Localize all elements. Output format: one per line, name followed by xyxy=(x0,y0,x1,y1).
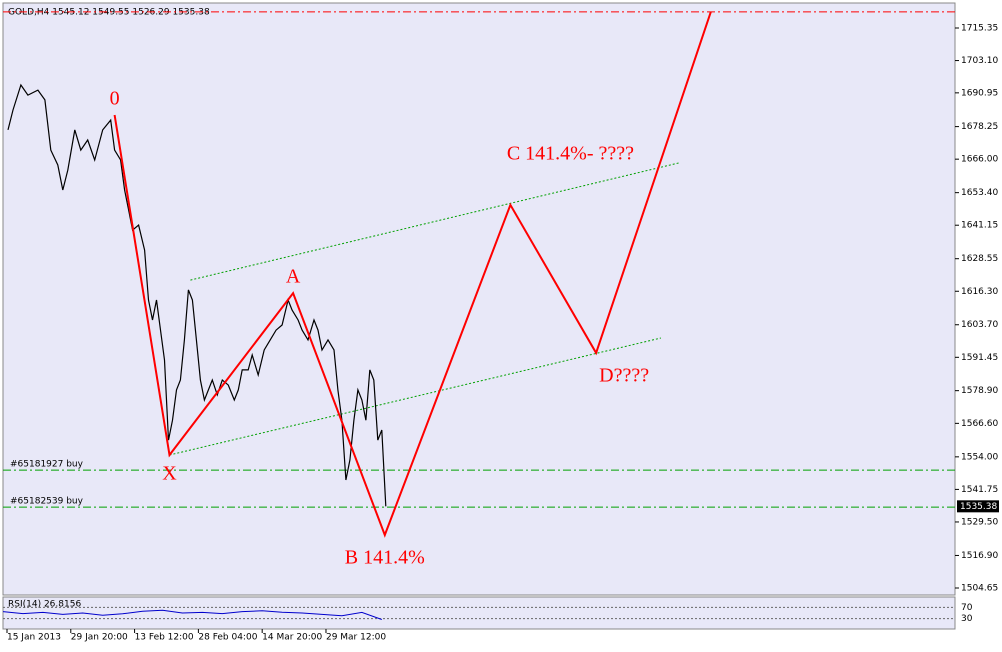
y-tick-label: 1666.00 xyxy=(961,155,998,165)
x-tick-label: 15 Jan 2013 xyxy=(7,633,61,643)
y-tick-label: 1690.95 xyxy=(961,88,998,98)
y-tick-label: 1616.30 xyxy=(961,287,998,297)
plot-area xyxy=(2,2,956,596)
y-tick-label: 1603.70 xyxy=(961,320,998,330)
y-tick-label: 1541.75 xyxy=(961,485,998,495)
wave-label: B 141.4% xyxy=(345,547,425,569)
wave-label: A xyxy=(286,266,301,288)
channel-line xyxy=(169,337,662,456)
order-label: #65182539 buy xyxy=(10,497,84,507)
x-tick-label: 29 Jan 20:00 xyxy=(71,633,128,643)
y-tick-label: 1653.40 xyxy=(961,188,998,198)
x-tick-label: 13 Feb 12:00 xyxy=(135,633,194,643)
y-tick-label: 1504.65 xyxy=(961,584,998,594)
wave-label: X xyxy=(162,463,177,485)
y-tick-label: 1566.60 xyxy=(961,419,998,429)
last-price-box xyxy=(957,500,999,513)
header: GOLD,H4 1545.12 1549.55 1526.29 1535.38 xyxy=(8,8,210,18)
order-label: #65181927 buy xyxy=(10,460,84,470)
rsi-area xyxy=(2,596,956,630)
last-price-label: 1535.38 xyxy=(960,502,997,512)
y-tick-label: 1578.90 xyxy=(961,386,998,396)
price-line xyxy=(7,83,387,507)
x-tick-label: 28 Feb 04:00 xyxy=(198,633,257,643)
y-tick-label: 1529.50 xyxy=(961,517,998,527)
y-tick-label: 1678.25 xyxy=(961,122,998,132)
y-tick-label: 1516.90 xyxy=(961,551,998,561)
rsi-tick-label: 70 xyxy=(961,603,973,613)
rsi-tick-label: 30 xyxy=(961,614,973,624)
y-tick-label: 1628.55 xyxy=(961,254,998,264)
y-tick-label: 1715.35 xyxy=(961,24,998,34)
x-tick-label: 14 Mar 20:00 xyxy=(262,633,322,643)
rsi-line xyxy=(2,609,382,620)
wave-label: 0 xyxy=(110,88,120,110)
y-tick-label: 1591.45 xyxy=(961,353,998,363)
pattern-line xyxy=(113,11,712,538)
y-tick-label: 1703.10 xyxy=(961,56,998,66)
wave-label: C 141.4%- ???? xyxy=(507,142,634,164)
y-tick-label: 1641.15 xyxy=(961,221,998,231)
rsi-label: RSI(14) 26.8156 xyxy=(8,600,81,610)
y-tick-label: 1554.00 xyxy=(961,452,998,462)
wave-label: D???? xyxy=(599,365,649,387)
x-tick-label: 29 Mar 12:00 xyxy=(326,633,386,643)
